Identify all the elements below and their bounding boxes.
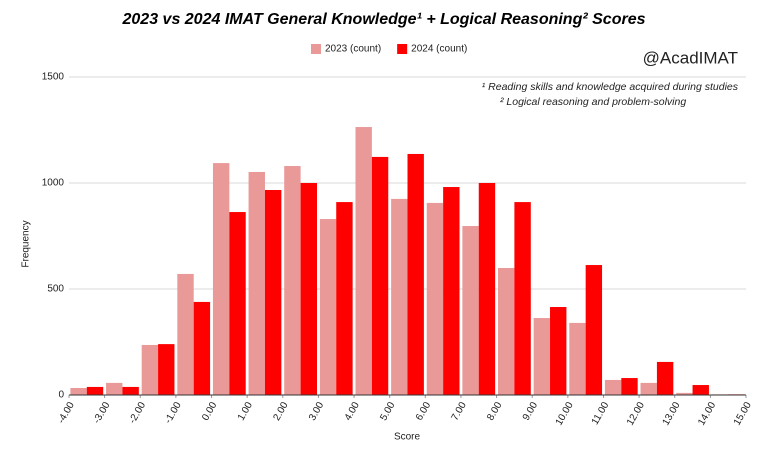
y-tick-label: 1000: [42, 178, 65, 189]
y-axis-label: Frequency: [21, 220, 32, 267]
y-tick-label: 1500: [42, 72, 65, 83]
footnote: ² Logical reasoning and problem-solving: [500, 96, 686, 108]
bar: [621, 378, 638, 395]
handle: @AcadIMAT: [643, 48, 738, 67]
bar: [336, 202, 353, 395]
x-tick-label: 13.00: [661, 400, 683, 428]
bar: [319, 219, 337, 395]
bar: [158, 344, 175, 395]
x-tick-label: 3.00: [307, 400, 326, 423]
x-tick-label: 4.00: [343, 400, 362, 423]
bar: [70, 388, 87, 395]
bar: [391, 198, 408, 395]
bar: [514, 202, 531, 395]
x-tick-label: -4.00: [56, 400, 77, 426]
legend-label: 2024 (count): [411, 44, 467, 55]
bar: [533, 318, 551, 395]
bar: [122, 386, 139, 395]
bar: [443, 187, 460, 395]
x-tick-label: 1.00: [236, 400, 255, 423]
bar: [407, 153, 424, 395]
x-tick-label: 0.00: [200, 400, 219, 423]
y-tick-label: 500: [47, 284, 64, 295]
x-tick-label: 10.00: [554, 400, 576, 428]
chart-title: 2023 vs 2024 IMAT General Knowledge¹ + L…: [122, 11, 646, 28]
x-tick-label: 5.00: [378, 400, 397, 423]
bar: [550, 307, 567, 395]
bar: [676, 392, 693, 395]
bar: [426, 202, 444, 395]
bar: [212, 163, 230, 395]
x-tick-label: 2.00: [271, 400, 290, 423]
bar: [656, 361, 674, 395]
x-tick-label: 15.00: [732, 400, 754, 428]
bar: [355, 127, 372, 396]
x-tick-label: 14.00: [696, 400, 718, 428]
x-axis-label: Score: [394, 432, 421, 443]
bar: [498, 268, 515, 395]
bar: [229, 212, 246, 395]
bar: [478, 183, 496, 395]
x-tick-label: 7.00: [450, 400, 469, 423]
bar: [585, 265, 603, 395]
x-tick-label: -2.00: [127, 400, 148, 426]
legend-swatch: [397, 44, 408, 54]
legend-swatch: [311, 44, 321, 54]
x-tick-label: 11.00: [590, 400, 612, 427]
x-tick-label: 8.00: [485, 400, 504, 423]
x-tick-label: 9.00: [521, 400, 540, 423]
bar: [264, 189, 282, 395]
bar: [569, 322, 586, 395]
bar: [193, 301, 211, 395]
bar: [640, 382, 657, 395]
bar: [86, 386, 104, 395]
bar: [177, 273, 194, 395]
y-tick-label: 0: [58, 390, 64, 401]
bar: [300, 183, 317, 395]
bar: [106, 382, 123, 395]
bar: [284, 166, 301, 395]
x-tick-label: 12.00: [625, 400, 647, 428]
x-tick-label: 6.00: [414, 400, 433, 423]
x-tick-label: -3.00: [92, 400, 113, 426]
bar: [248, 171, 265, 395]
bar: [141, 344, 159, 395]
bar: [462, 226, 479, 395]
footnote: ¹ Reading skills and knowledge acquired …: [482, 81, 739, 93]
legend-label: 2023 (count): [325, 44, 381, 55]
bar: [692, 385, 709, 395]
bar: [604, 379, 622, 395]
bar: [371, 156, 389, 395]
x-tick-label: -1.00: [163, 400, 184, 426]
